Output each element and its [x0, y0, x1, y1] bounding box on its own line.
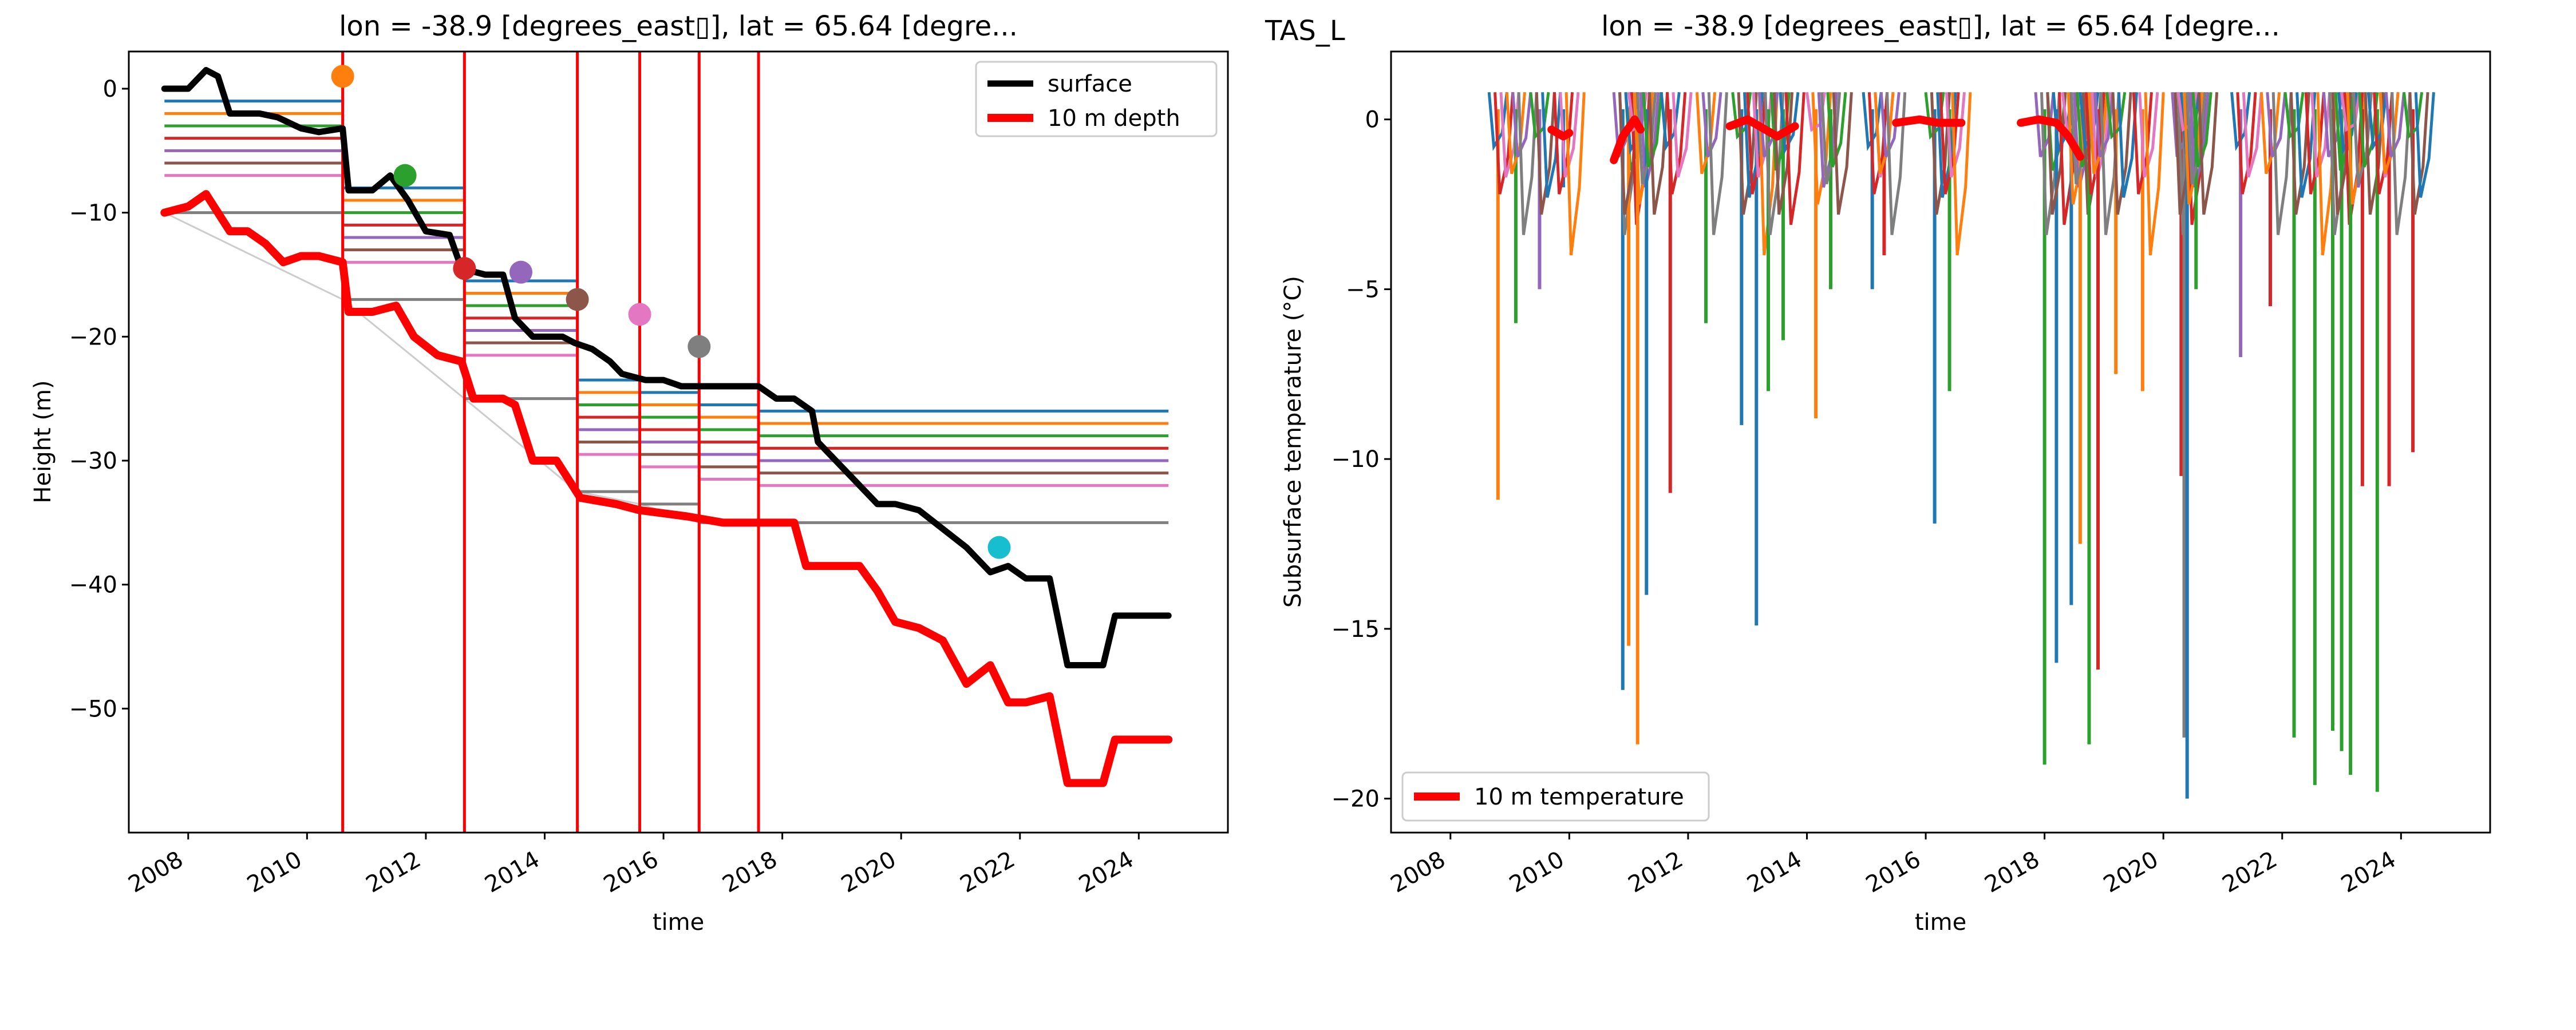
- installation-marker: [331, 65, 354, 88]
- height-legend-label: 10 m depth: [1048, 105, 1180, 132]
- sensor-temperature-trace: [2304, 92, 2325, 195]
- sensor-temperature-trace: [2236, 92, 2257, 195]
- temperature-y-tick-label: −5: [1346, 276, 1380, 303]
- ten-m-temperature-line: [1892, 115, 1966, 127]
- height-legend-box: [975, 61, 1218, 137]
- temperature-y-axis-label: Subsurface temperature (°C): [1280, 276, 1306, 608]
- sensor-temperature-trace: [1707, 92, 1728, 235]
- temperature-plot-area: [1487, 92, 2435, 799]
- height-y-tick-label: −30: [69, 448, 117, 474]
- temperature-chart-title: lon = -38.9 [degrees_east▯], lat = 65.64…: [1601, 10, 2280, 42]
- sensor-temperature-trace: [1886, 92, 1907, 235]
- height-axes-frame: [128, 50, 1229, 834]
- ten-m-temperature-line: [1725, 115, 1799, 141]
- sensor-temperature-trace: [2408, 92, 2429, 215]
- ten-m-temperature-line: [1610, 115, 1645, 164]
- sensor-temperature-trace: [2111, 92, 2132, 215]
- height-legend: surface 10 m depth: [975, 61, 1218, 137]
- sensor-temperature-trace: [2242, 92, 2263, 178]
- sensor-temperature-trace: [1832, 92, 1853, 215]
- height-y-tick-label: −20: [69, 324, 117, 350]
- temperature-axes-frame: [1390, 50, 2491, 834]
- installation-marker: [987, 536, 1011, 559]
- ten-m-temperature-line: [2017, 115, 2084, 161]
- sensor-temperature-trace: [1695, 92, 1717, 175]
- figure-label: TAS_L: [1265, 15, 1345, 47]
- installation-marker: [566, 288, 589, 311]
- installation-marker: [509, 260, 532, 284]
- sensor-temperature-trace: [1951, 92, 1972, 256]
- temperature-y-tick-label: −15: [1332, 616, 1380, 643]
- sensor-temperature-trace: [2197, 92, 2219, 215]
- height-y-tick-label: 0: [103, 76, 117, 102]
- height-chart-title: lon = -38.9 [degrees_east▯], lat = 65.64…: [339, 10, 1018, 42]
- height-plot-area: [160, 52, 1173, 833]
- temperature-chart: 2008 2010 2012 2014 2016 2018 2020 2022 20240−5−…: [1280, 10, 2491, 936]
- sensor-temperature-trace: [1811, 92, 1832, 205]
- installation-marker: [393, 164, 417, 187]
- installation-marker: [628, 303, 651, 326]
- sensor-temperature-trace: [1505, 92, 1527, 175]
- temperature-y-tick-label: −10: [1332, 446, 1380, 473]
- temperature-y-tick-label: −20: [1332, 786, 1380, 813]
- sensor-temperature-trace: [1737, 92, 1758, 215]
- sensor-temperature-trace: [1666, 92, 1687, 195]
- sensor-temperature-trace: [2091, 92, 2112, 178]
- height-legend-label: surface: [1048, 71, 1132, 97]
- sensor-temperature-trace: [2352, 92, 2373, 185]
- sensor-temperature-trace: [1820, 92, 1842, 185]
- sensor-temperature-trace: [2259, 92, 2281, 175]
- sensor-temperature-trace: [2414, 92, 2435, 198]
- height-chart: 2008 2010 2012 2014 2016 2018 2020 2022 20240−10…: [30, 10, 1229, 936]
- height-y-axis-label: Height (m): [30, 380, 56, 503]
- sensor-temperature-trace: [2087, 92, 2109, 175]
- installation-marker: [688, 335, 711, 358]
- height-x-axis-label: time: [653, 909, 704, 936]
- sensor-temperature-trace: [1541, 92, 1562, 198]
- sensor-temperature-trace: [2340, 92, 2361, 132]
- temperature-legend: 10 m temperature: [1401, 771, 1710, 822]
- ten-m-temperature-line: [1547, 125, 1574, 141]
- surface-height-line: [161, 67, 1172, 668]
- sensor-temperature-trace: [2144, 92, 2165, 256]
- sensor-temperature-trace: [1494, 92, 1515, 195]
- sensor-temperature-trace: [1784, 92, 1805, 225]
- height-y-tick-label: −50: [69, 696, 117, 722]
- sensor-temperature-trace: [2188, 92, 2210, 188]
- sensor-temperature-trace: [1930, 92, 1951, 215]
- height-y-tick-label: −10: [69, 200, 117, 227]
- ten-m-depth-line: [160, 190, 1173, 787]
- temperature-x-axis-label: time: [1915, 909, 1966, 936]
- sensor-temperature-trace: [2379, 92, 2400, 175]
- sensor-temperature-trace: [2132, 92, 2153, 195]
- height-y-tick-label: −40: [69, 572, 117, 599]
- sensor-temperature-trace: [1874, 92, 1895, 175]
- sensor-temperature-trace: [1636, 92, 1657, 185]
- installation-marker: [453, 257, 476, 280]
- sensor-temperature-trace: [1552, 92, 1574, 195]
- sensor-temperature-trace: [1672, 92, 1693, 178]
- sensor-temperature-trace: [1639, 92, 1660, 188]
- temperature-legend-box: [1401, 771, 1710, 822]
- temperature-legend-label: 10 m temperature: [1474, 784, 1684, 810]
- sensor-temperature-trace: [2186, 92, 2207, 185]
- temperature-y-tick-label: 0: [1365, 107, 1380, 133]
- sensor-temperature-trace: [1564, 92, 1586, 256]
